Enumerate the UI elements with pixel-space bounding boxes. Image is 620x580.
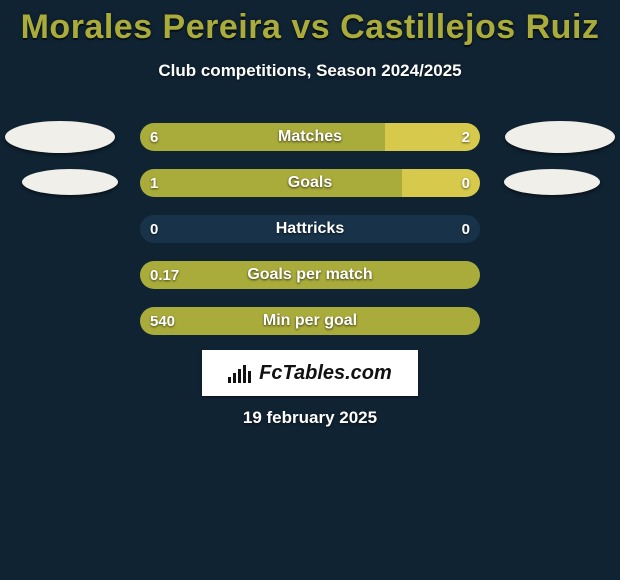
stat-row: 00Hattricks [0,215,620,247]
bar-base [140,215,480,243]
stat-left-value: 540 [150,307,175,335]
player-right-badge [504,169,600,195]
player-right-badge [505,121,615,153]
stat-left-value: 6 [150,123,158,151]
brand-logo-icon [228,363,253,383]
brand-badge: FcTables.com [202,350,418,396]
stat-row: 62Matches [0,123,620,155]
stats-container: 62Matches10Goals00Hattricks0.17Goals per… [0,123,620,339]
player-left-badge [5,121,115,153]
bar-left [140,169,402,197]
page-title: Morales Pereira vs Castillejos Ruiz [0,0,620,47]
bar-zone: 540Min per goal [140,307,480,335]
player-right-name: Castillejos Ruiz [340,8,599,46]
stat-row: 0.17Goals per match [0,261,620,293]
stat-left-value: 0.17 [150,261,179,289]
bar-zone: 62Matches [140,123,480,151]
bar-left [140,261,480,289]
subtitle: Club competitions, Season 2024/2025 [0,61,620,81]
stat-right-value: 2 [462,123,470,151]
player-left-name: Morales Pereira [21,8,282,46]
stat-row: 540Min per goal [0,307,620,339]
comparison-card: Morales Pereira vs Castillejos Ruiz Club… [0,0,620,580]
stat-right-value: 0 [462,169,470,197]
stat-row: 10Goals [0,169,620,201]
bar-zone: 00Hattricks [140,215,480,243]
bar-left [140,123,385,151]
player-left-badge [22,169,118,195]
brand-text: FcTables.com [259,362,392,385]
date-label: 19 february 2025 [0,408,620,428]
stat-left-value: 1 [150,169,158,197]
bar-zone: 0.17Goals per match [140,261,480,289]
stat-left-value: 0 [150,215,158,243]
bar-zone: 10Goals [140,169,480,197]
title-vs: vs [291,8,330,46]
stat-right-value: 0 [462,215,470,243]
bar-left [140,307,480,335]
